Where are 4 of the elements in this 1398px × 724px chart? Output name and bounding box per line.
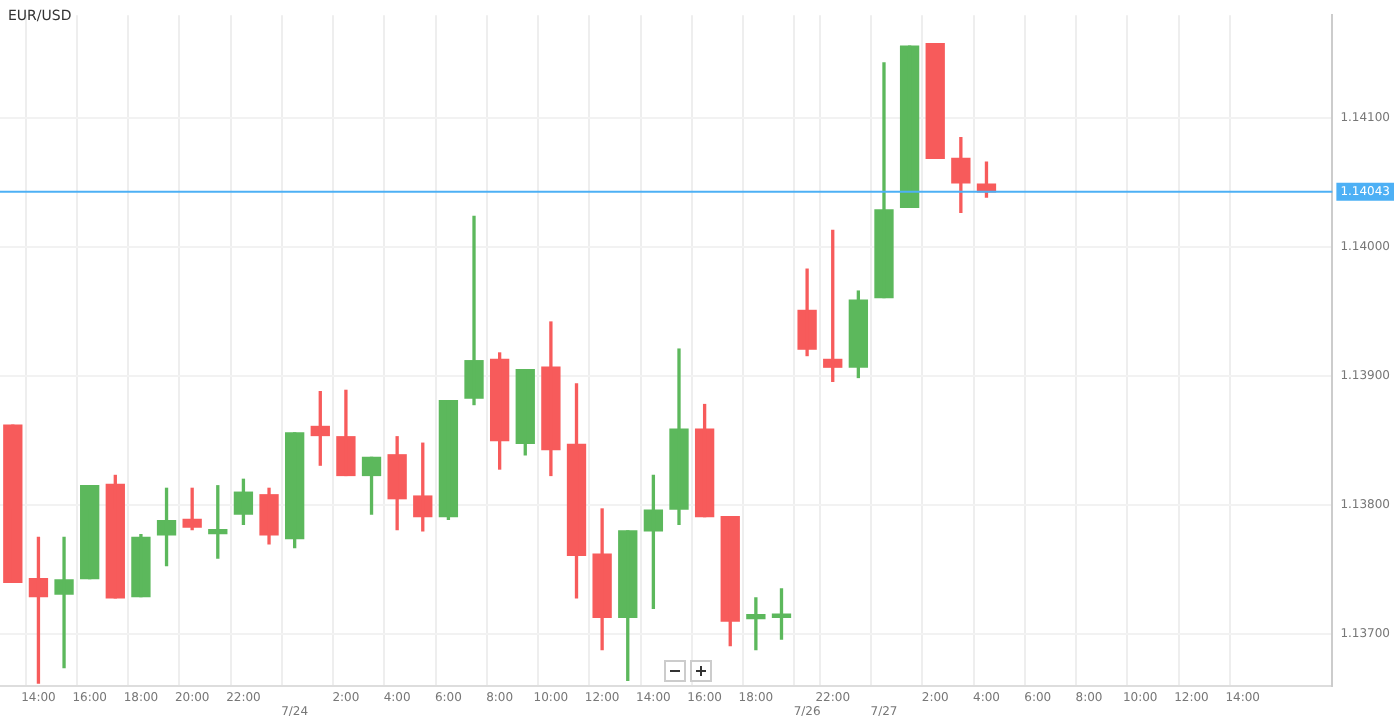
candlestick xyxy=(80,485,100,580)
candlestick xyxy=(899,45,920,208)
candlestick xyxy=(3,424,23,584)
candlestick xyxy=(925,42,945,159)
